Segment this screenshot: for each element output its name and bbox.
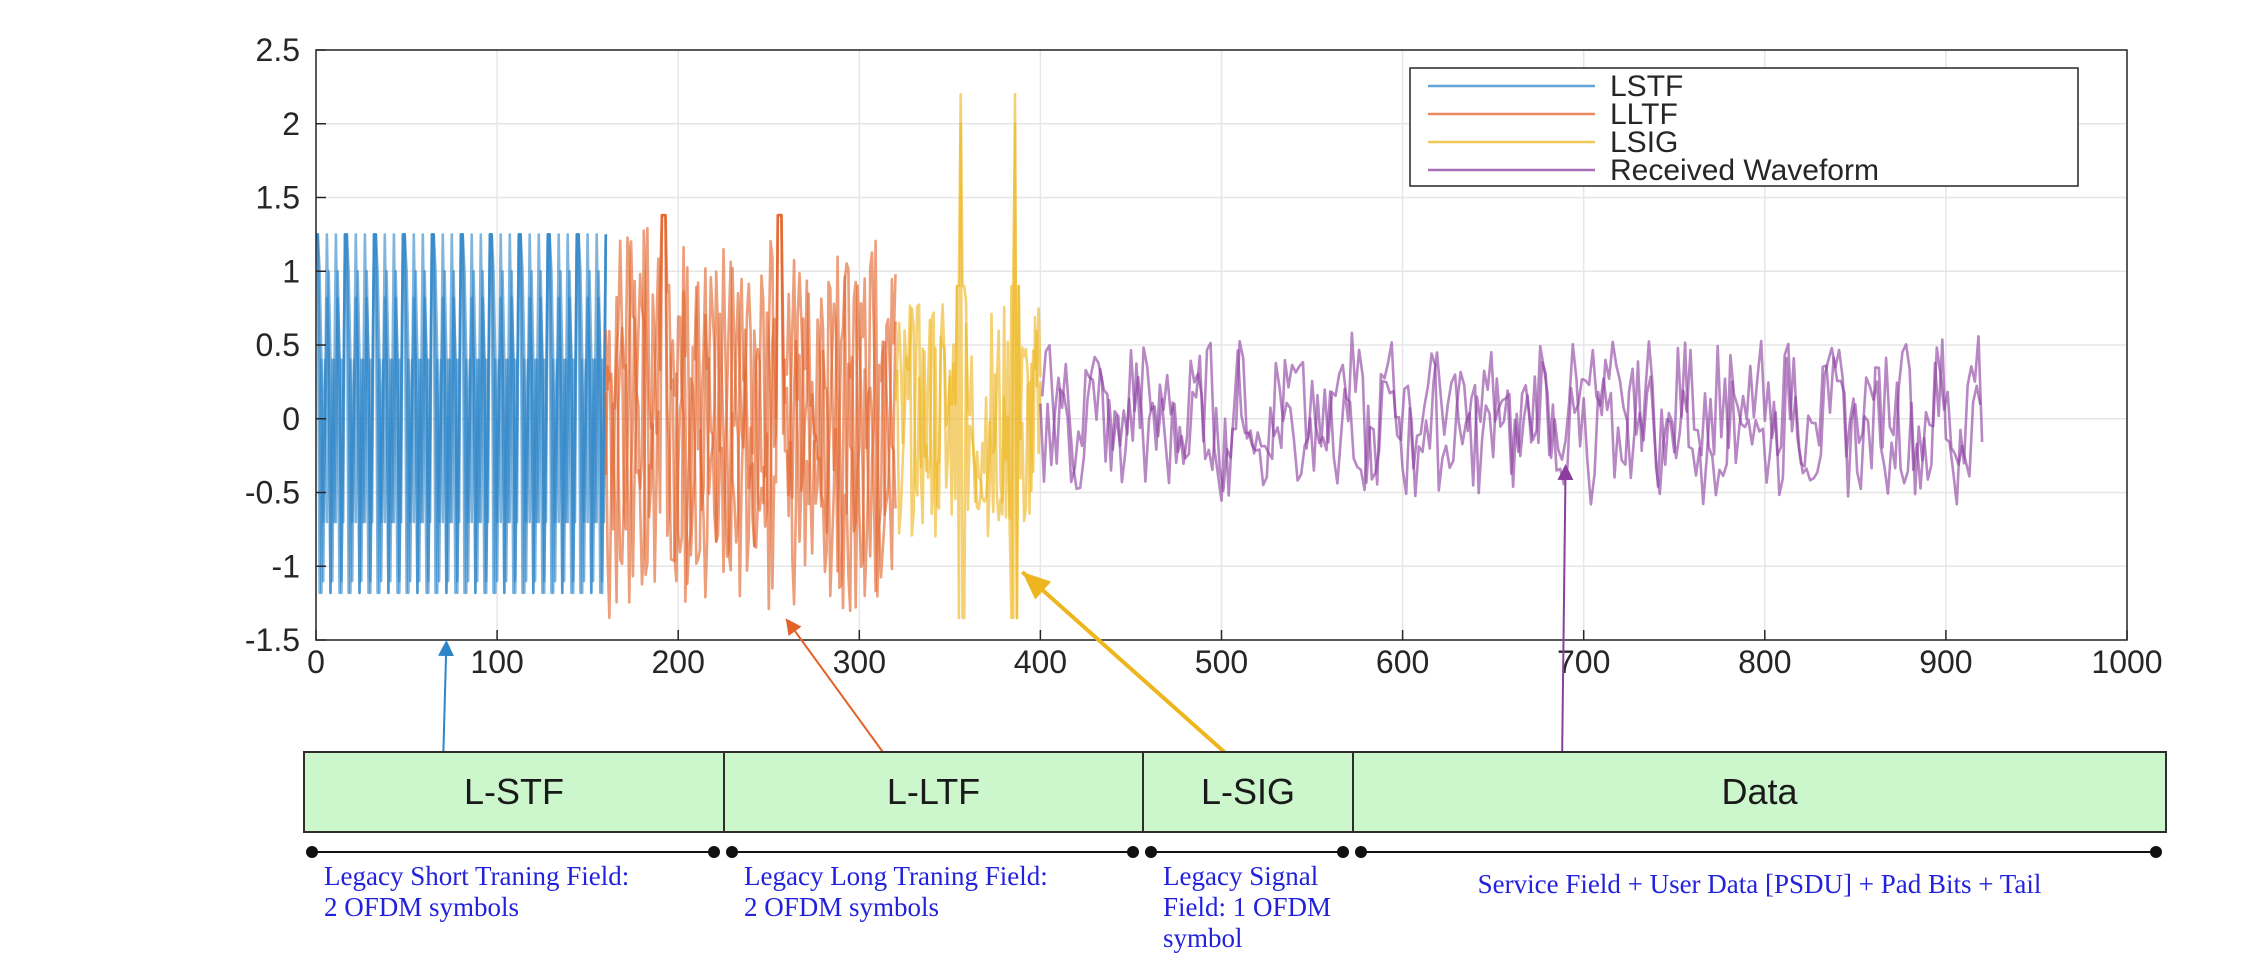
- x-tick-label: 200: [652, 644, 705, 680]
- arrow-l-stf: [438, 640, 455, 767]
- field-description: Service Field + User Data [PSDU] + Pad B…: [1478, 869, 2042, 899]
- x-tick-label: 0: [307, 644, 325, 680]
- field-box-l-sig: [1142, 751, 1354, 833]
- field-span-end: [2150, 846, 2162, 858]
- field-label: L-LTF: [887, 771, 980, 812]
- field-span-start: [306, 846, 318, 858]
- legend-label: Received Waveform: [1610, 154, 1879, 187]
- legend-box: [1409, 67, 2079, 187]
- y-tick-label: -0.5: [245, 475, 300, 511]
- field-box-l-ltf: [723, 751, 1144, 833]
- series-lsig: [894, 122, 1042, 620]
- x-tick-label: 500: [1195, 644, 1248, 680]
- series-received-waveform: [1040, 342, 1982, 498]
- series-lltf: [604, 213, 897, 620]
- field-label: L-SIG: [1201, 771, 1295, 812]
- x-tick-label: 600: [1376, 644, 1429, 680]
- field-span-start: [726, 846, 738, 858]
- x-tick-label: 100: [470, 644, 523, 680]
- field-descriptions: Legacy Short Traning Field:2 OFDM symbol…: [306, 846, 2162, 953]
- field-span-start: [1145, 846, 1157, 858]
- series-layer: [316, 92, 1984, 620]
- series-lstf: [316, 233, 608, 595]
- field-span-end: [1337, 846, 1349, 858]
- arrow-l-ltf: [785, 618, 894, 767]
- field-description: Legacy Short Traning Field:: [324, 861, 629, 891]
- y-tick-label: -1.5: [245, 622, 300, 658]
- field-description: 2 OFDM symbols: [744, 892, 939, 922]
- y-tick-label: 1: [282, 253, 300, 289]
- field-span-end: [1127, 846, 1139, 858]
- field-description: Field: 1 OFDM: [1163, 892, 1331, 922]
- field-description: symbol: [1163, 923, 1243, 953]
- y-tick-label: -1: [272, 548, 300, 584]
- field-description: Legacy Long Traning Field:: [744, 861, 1048, 891]
- y-tick-label: 2: [282, 106, 300, 142]
- x-tick-label: 300: [833, 644, 886, 680]
- field-label: L-STF: [464, 771, 564, 812]
- field-label: Data: [1721, 771, 1798, 812]
- y-tick-label: 0.5: [256, 327, 300, 363]
- legend-label: LSTF: [1610, 70, 1683, 103]
- legend-label: LLTF: [1610, 98, 1678, 131]
- plot-area: 0 100 200 300 400 500 600 700 800 900 1000 2.5 2 1.5 1…: [245, 32, 2163, 680]
- x-tick-label: 800: [1738, 644, 1791, 680]
- field-span-start: [1355, 846, 1367, 858]
- frame-fields: L-STF L-LTF L-SIG Data: [303, 751, 2167, 833]
- x-tick-label: 1000: [2091, 644, 2162, 680]
- field-span-end: [708, 846, 720, 858]
- tick-labels: 0 100 200 300 400 500 600 700 800 900 1000 2.5 2 1.5 1…: [245, 32, 2163, 680]
- y-tick-label: 2.5: [256, 32, 300, 68]
- arrow-l-sig: [1020, 570, 1242, 768]
- arrow-data: [1557, 464, 1574, 767]
- y-tick-label: 1.5: [256, 180, 300, 216]
- y-tick-label: 0: [282, 401, 300, 437]
- x-tick-label: 900: [1919, 644, 1972, 680]
- field-description: 2 OFDM symbols: [324, 892, 519, 922]
- x-tick-label: 700: [1557, 644, 1610, 680]
- legend-label: LSIG: [1610, 126, 1678, 159]
- field-box-data: [1352, 751, 2167, 833]
- field-arrows: [438, 464, 1574, 768]
- x-tick-label: 400: [1014, 644, 1067, 680]
- field-description: Legacy Signal: [1163, 861, 1318, 891]
